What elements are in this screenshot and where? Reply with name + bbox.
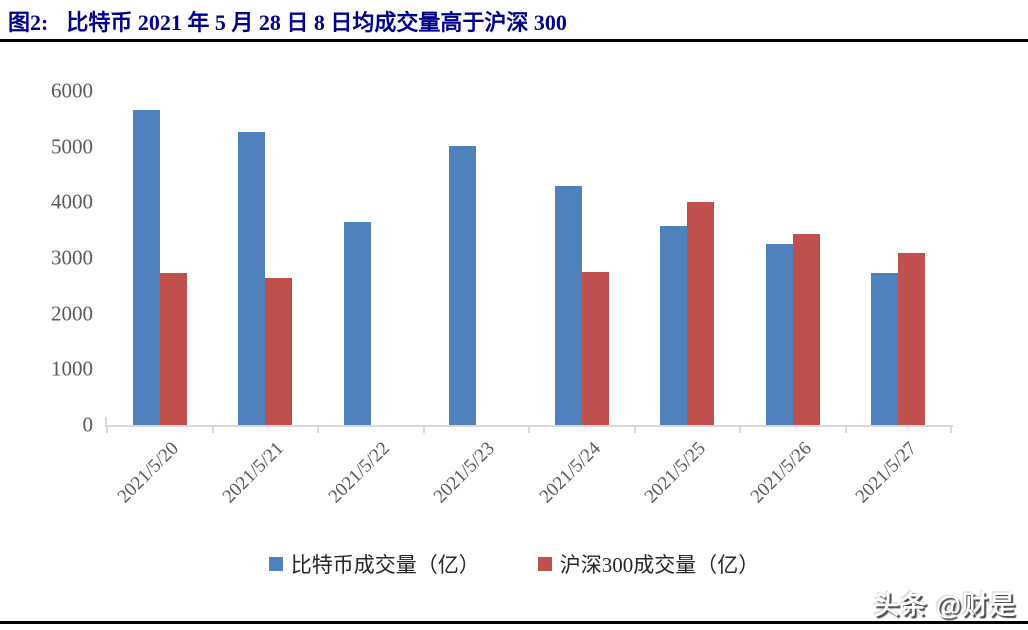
x-axis-tick: [106, 425, 108, 433]
bar-bitcoin: [765, 244, 793, 425]
bar-csi300: [581, 271, 609, 425]
x-axis-tick: [317, 425, 319, 433]
y-axis-tick-label: 1000: [51, 356, 93, 381]
bar-csi300: [898, 253, 926, 425]
y-axis-tick-label: 2000: [51, 301, 93, 326]
y-axis-stub: [105, 417, 107, 427]
bar-csi300: [792, 234, 820, 425]
y-axis-tick-label: 0: [82, 412, 94, 437]
figure-number: 图2:: [8, 10, 49, 35]
x-axis-tick: [422, 425, 425, 433]
figure-title: 图2: 比特币 2021 年 5 月 28 日 8 日均成交量高于沪深 300: [8, 5, 567, 37]
x-axis-tick: [739, 425, 741, 433]
y-axis-tick-label: 4000: [51, 189, 93, 214]
figure-caption: 比特币 2021 年 5 月 28 日 8 日均成交量高于沪深 300: [66, 10, 567, 35]
x-axis-tick: [844, 425, 847, 433]
legend-item-bitcoin: 比特币成交量（亿）: [268, 549, 480, 579]
legend-swatch-bitcoin-icon: [268, 557, 283, 571]
x-axis-tick: [633, 425, 636, 433]
y-axis-tick-label: 3000: [51, 245, 93, 270]
watermark: 头条 @财是: [873, 590, 1016, 620]
bar-bitcoin: [238, 132, 266, 425]
x-axis-tick: [950, 425, 952, 433]
chart-legend: 比特币成交量（亿） 沪深300成交量（亿）: [0, 549, 1028, 579]
x-axis-tick: [211, 425, 214, 433]
bar-bitcoin: [554, 185, 582, 425]
bar-bitcoin: [660, 225, 688, 425]
bar-bitcoin: [343, 221, 371, 425]
y-axis-tick-label: 6000: [51, 78, 93, 103]
bottom-divider: [0, 621, 1028, 624]
bar-bitcoin: [871, 273, 899, 425]
bar-csi300: [687, 201, 715, 425]
bar-bitcoin: [132, 109, 160, 425]
bar-chart: 0 1000 2000 3000 4000 5000 6000 2021/5/20 2021/5…: [0, 79, 1028, 579]
x-axis-tick: [528, 425, 530, 433]
title-divider: [0, 39, 1028, 42]
legend-item-csi300: 沪深300成交量（亿）: [537, 549, 760, 579]
bar-csi300: [159, 273, 187, 425]
bar-bitcoin: [449, 146, 477, 425]
bar-csi300: [265, 278, 293, 425]
legend-label-bitcoin: 比特币成交量（亿）: [290, 553, 480, 577]
legend-label-csi300: 沪深300成交量（亿）: [559, 553, 760, 577]
legend-swatch-csi300-icon: [537, 557, 552, 571]
plot-area: 0 1000 2000 3000 4000 5000 6000 2021/5/20 2021/5…: [51, 79, 953, 507]
y-axis-tick-label: 5000: [51, 134, 93, 159]
